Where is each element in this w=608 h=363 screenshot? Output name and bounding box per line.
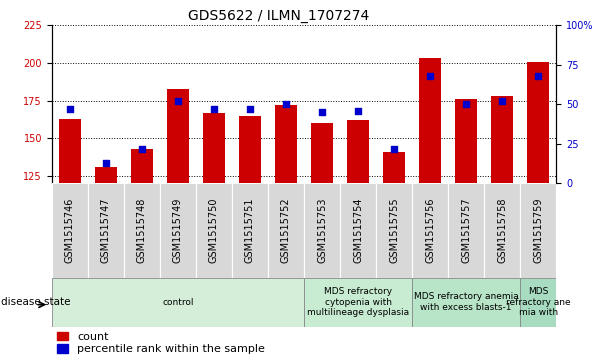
Text: GSM1515750: GSM1515750 (209, 198, 219, 263)
Point (461, 101, 471, 107)
Bar (95, 167, 117, 183)
Bar (131, 149, 153, 183)
Text: disease state: disease state (1, 297, 71, 307)
Text: GSM1515749: GSM1515749 (173, 198, 183, 263)
Bar (268, 183, 304, 278)
Bar (491, 96, 513, 183)
Bar (232, 183, 268, 278)
Text: control: control (162, 298, 193, 307)
Text: GSM1515753: GSM1515753 (317, 198, 327, 263)
Bar (52, 278, 304, 327)
Bar (59, 119, 80, 183)
Text: MDS refractory
cytopenia with
multilineage dysplasia: MDS refractory cytopenia with multilinea… (307, 287, 409, 317)
Bar (448, 183, 484, 278)
Bar (383, 152, 405, 183)
Bar (88, 183, 124, 278)
Text: GSM1515756: GSM1515756 (425, 198, 435, 263)
Point (389, 146, 399, 151)
Bar (52, 183, 88, 278)
Text: GSM1515746: GSM1515746 (64, 198, 75, 263)
Bar (347, 120, 369, 183)
Bar (275, 105, 297, 183)
Bar (196, 183, 232, 278)
Text: GSM1515758: GSM1515758 (497, 198, 507, 263)
Bar (420, 58, 441, 183)
Point (533, 73, 543, 79)
Text: GSM1515754: GSM1515754 (353, 198, 363, 263)
Point (65, 106, 75, 112)
Bar (520, 183, 556, 278)
Text: MDS
refractory ane
mia with: MDS refractory ane mia with (506, 287, 571, 317)
Bar (304, 183, 340, 278)
Point (317, 109, 327, 115)
Bar (203, 113, 225, 183)
Bar (160, 183, 196, 278)
Text: GSM1515752: GSM1515752 (281, 198, 291, 263)
Legend: count, percentile rank within the sample: count, percentile rank within the sample (57, 332, 265, 354)
Bar (304, 278, 412, 327)
Point (101, 160, 111, 166)
Bar (239, 116, 261, 183)
Bar (412, 278, 520, 327)
Bar (124, 183, 160, 278)
Text: GSM1515759: GSM1515759 (533, 198, 544, 263)
Bar (528, 61, 549, 183)
Point (209, 106, 219, 112)
Bar (340, 183, 376, 278)
Bar (412, 183, 448, 278)
Bar (167, 89, 188, 183)
Text: MDS refractory anemia
with excess blasts-1: MDS refractory anemia with excess blasts… (414, 293, 519, 312)
Bar (311, 123, 333, 183)
Text: GSM1515755: GSM1515755 (389, 198, 399, 263)
Point (137, 146, 147, 151)
Text: GSM1515757: GSM1515757 (461, 198, 471, 263)
Title: GDS5622 / ILMN_1707274: GDS5622 / ILMN_1707274 (188, 9, 370, 23)
Bar (484, 183, 520, 278)
Text: GSM1515748: GSM1515748 (137, 198, 147, 263)
Point (353, 108, 363, 114)
Point (245, 106, 255, 112)
Point (426, 73, 435, 79)
Point (497, 98, 507, 104)
Point (281, 101, 291, 107)
Point (173, 98, 183, 104)
Bar (455, 99, 477, 183)
Bar (520, 278, 556, 327)
Text: GSM1515747: GSM1515747 (101, 198, 111, 263)
Bar (376, 183, 412, 278)
Text: GSM1515751: GSM1515751 (245, 198, 255, 263)
